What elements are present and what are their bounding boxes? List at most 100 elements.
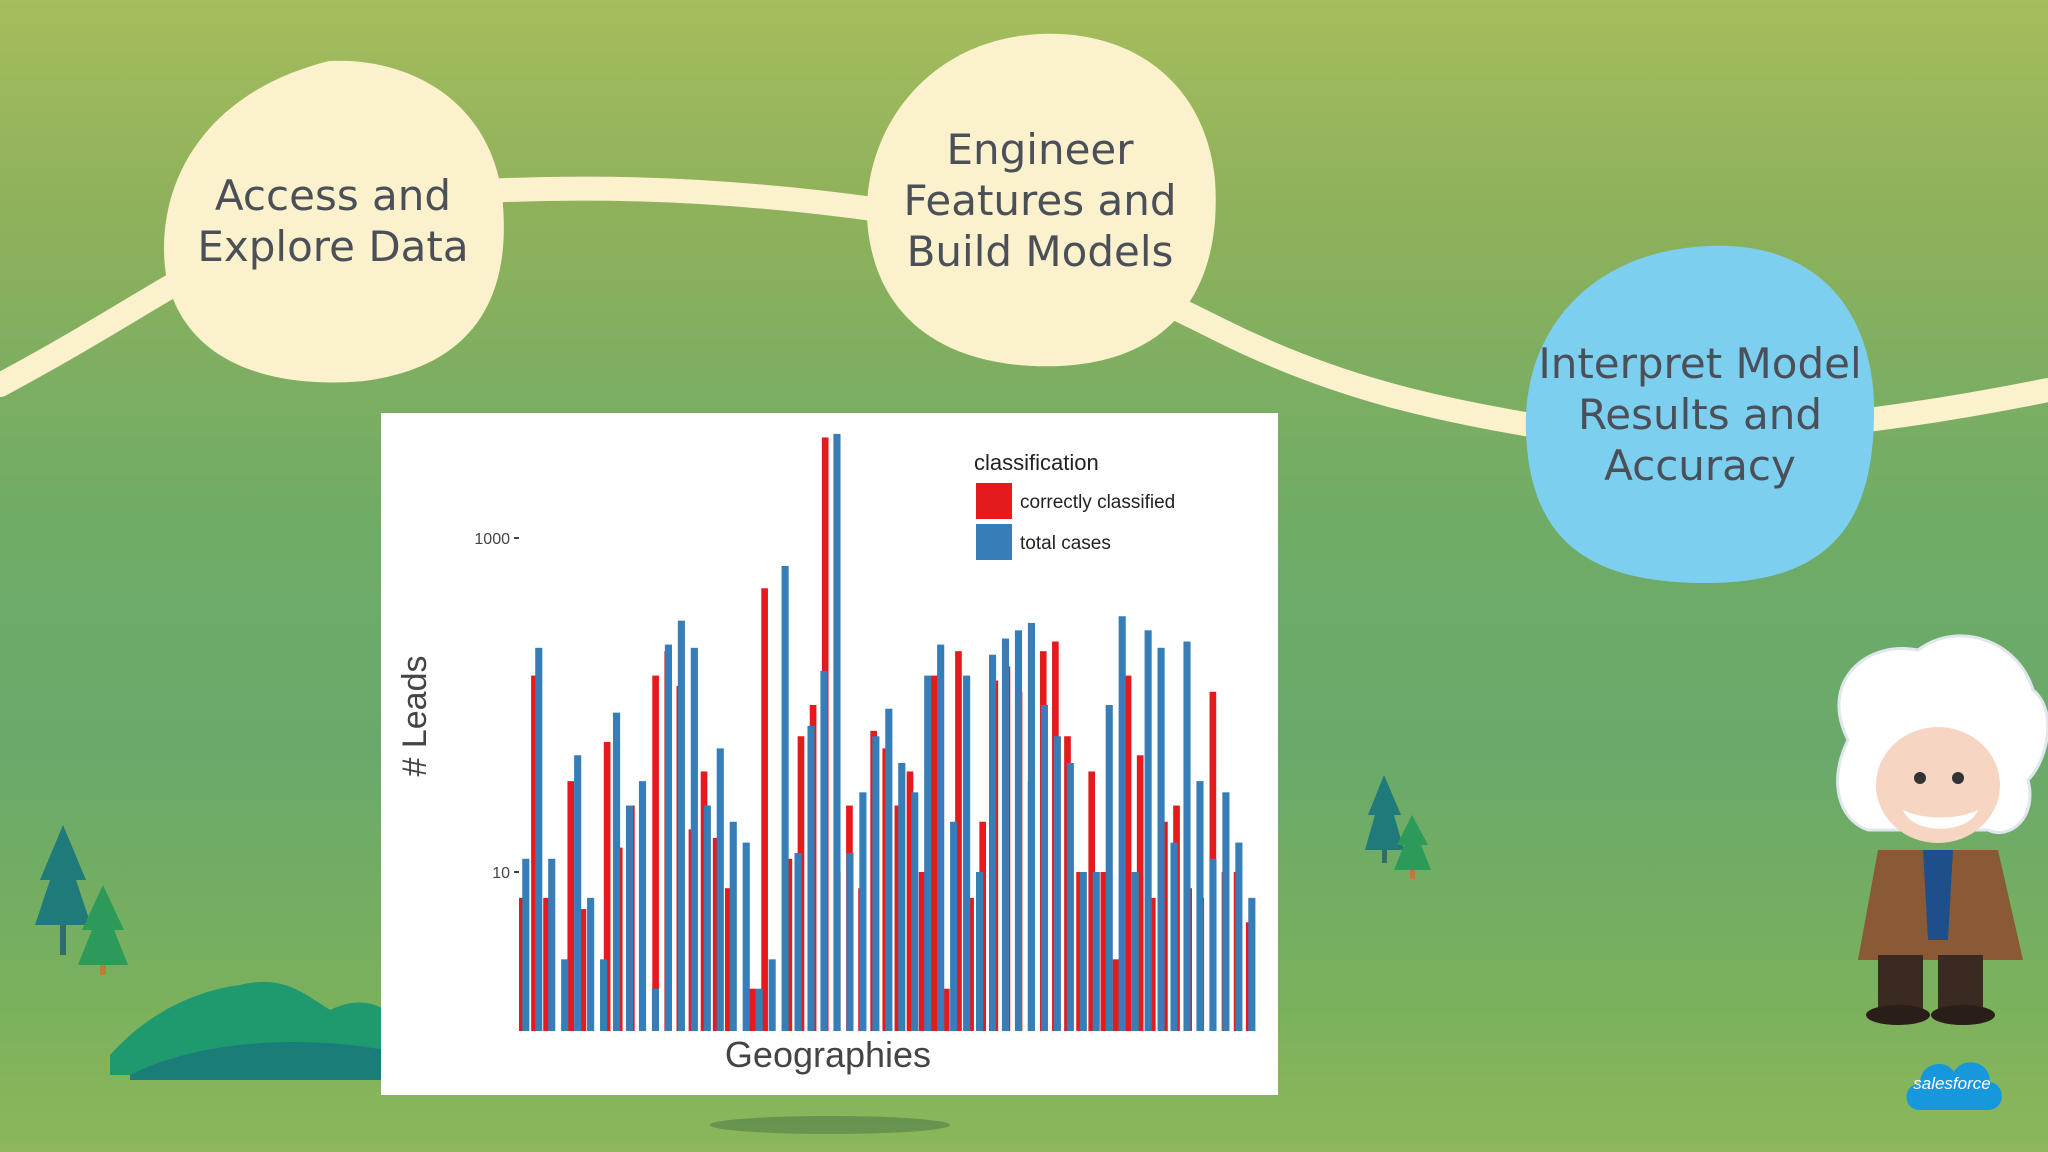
bar-correctly-classified bbox=[943, 988, 950, 1031]
bar-total-cases bbox=[1183, 641, 1191, 1031]
bar-total-cases bbox=[937, 644, 945, 1031]
bar-total-cases bbox=[548, 858, 556, 1031]
bar-total-cases bbox=[963, 675, 971, 1031]
bar-correctly-classified bbox=[1100, 872, 1108, 1031]
bar-correctly-classified bbox=[579, 909, 587, 1031]
bar-total-cases bbox=[1105, 705, 1113, 1031]
bar-correctly-classified bbox=[724, 888, 732, 1031]
bar-total-cases bbox=[820, 670, 828, 1031]
bar-total-cases bbox=[729, 821, 737, 1031]
step-label: Interpret Model Results and Accuracy bbox=[1538, 339, 1862, 490]
bar-total-cases bbox=[1053, 736, 1061, 1031]
bar-total-cases bbox=[872, 736, 880, 1031]
trees-left bbox=[35, 825, 128, 975]
bar-total-cases bbox=[1209, 858, 1217, 1031]
bar-total-cases bbox=[911, 792, 919, 1031]
legend-swatch-total bbox=[976, 524, 1012, 560]
bar-total-cases bbox=[1157, 647, 1165, 1031]
bar-correctly-classified bbox=[1148, 897, 1156, 1031]
bar-total-cases bbox=[794, 852, 802, 1031]
bar-total-cases bbox=[1014, 630, 1023, 1031]
bar-correctly-classified bbox=[906, 771, 914, 1031]
bar-total-cases bbox=[522, 858, 530, 1031]
leads-chart-card: 10 1000 # Leads Geographies classificatio… bbox=[381, 413, 1278, 1095]
bar-total-cases bbox=[703, 805, 711, 1031]
y-tick-label: 10 bbox=[492, 865, 510, 882]
bar-total-cases bbox=[651, 988, 660, 1031]
bar-correctly-classified bbox=[1112, 959, 1120, 1031]
bar-total-cases bbox=[664, 644, 672, 1031]
bar-correctly-classified bbox=[761, 588, 768, 1031]
bar-total-cases bbox=[612, 712, 621, 1031]
bar-total-cases bbox=[859, 792, 867, 1031]
bar-correctly-classified bbox=[918, 872, 926, 1031]
bar-total-cases bbox=[625, 805, 634, 1031]
bar-correctly-classified bbox=[967, 897, 974, 1031]
step-label: Access and Explore Data bbox=[197, 171, 469, 271]
bar-total-cases bbox=[1092, 872, 1100, 1031]
salesforce-logo: salesforce bbox=[1900, 1050, 2004, 1122]
bar-total-cases bbox=[677, 620, 685, 1031]
bar-correctly-classified bbox=[955, 651, 962, 1031]
einstein-mascot-icon bbox=[1836, 634, 2048, 1025]
bar-total-cases bbox=[1079, 872, 1087, 1031]
chart-legend: classification correctly classified tota… bbox=[974, 450, 1175, 560]
bar-correctly-classified bbox=[785, 858, 793, 1031]
legend-entry-total: total cases bbox=[1020, 533, 1111, 554]
legend-title: classification bbox=[974, 450, 1099, 475]
bar-correctly-classified bbox=[652, 675, 659, 1031]
cloud-icon bbox=[1906, 1062, 2002, 1110]
step-blob-shape bbox=[866, 33, 1216, 367]
bar-correctly-classified bbox=[930, 675, 938, 1031]
bar-correctly-classified bbox=[712, 837, 720, 1031]
bar-total-cases bbox=[924, 675, 932, 1031]
bar-total-cases bbox=[535, 647, 543, 1031]
bar-total-cases bbox=[833, 433, 841, 1031]
bar-total-cases bbox=[1170, 842, 1178, 1031]
bar-total-cases bbox=[1248, 897, 1256, 1031]
step-blob-shape bbox=[163, 60, 504, 383]
bar-correctly-classified bbox=[749, 988, 756, 1031]
bar-total-cases bbox=[1118, 616, 1126, 1031]
bar-total-cases bbox=[885, 708, 893, 1031]
step-blob-shape bbox=[1525, 245, 1875, 584]
bar-total-cases bbox=[755, 988, 763, 1031]
bar-correctly-classified bbox=[567, 781, 575, 1031]
bar-total-cases bbox=[807, 725, 815, 1031]
bar-correctly-classified bbox=[543, 897, 550, 1031]
bar-correctly-classified bbox=[603, 742, 611, 1031]
bar-total-cases bbox=[690, 647, 698, 1031]
bar-total-cases bbox=[574, 755, 582, 1031]
step-label: Engineer Features and Build Models bbox=[903, 124, 1177, 276]
bar-total-cases bbox=[600, 959, 608, 1031]
bar-total-cases bbox=[898, 762, 906, 1031]
bar-total-cases bbox=[1066, 762, 1074, 1031]
hills-left bbox=[110, 981, 385, 1080]
bar-total-cases bbox=[1131, 872, 1139, 1031]
legend-entry-correct: correctly classified bbox=[1020, 492, 1175, 513]
bar-total-cases bbox=[716, 748, 724, 1031]
bar-total-cases bbox=[976, 872, 984, 1031]
bar-total-cases bbox=[742, 842, 750, 1031]
legend-swatch-correct bbox=[976, 483, 1012, 519]
bar-total-cases bbox=[587, 897, 595, 1031]
bar-total-cases bbox=[561, 959, 569, 1031]
bar-correctly-classified bbox=[1124, 675, 1132, 1031]
bar-correctly-classified bbox=[894, 805, 902, 1031]
bar-total-cases bbox=[768, 959, 776, 1031]
bar-total-cases bbox=[1001, 638, 1010, 1031]
bar-correctly-classified bbox=[1136, 755, 1144, 1031]
bar-total-cases bbox=[1235, 842, 1243, 1031]
bar-correctly-classified bbox=[1088, 771, 1096, 1031]
step-engineer-build: Engineer Features and Build Models bbox=[860, 30, 1220, 370]
y-axis-label: # Leads bbox=[396, 656, 434, 777]
x-axis-label: Geographies bbox=[725, 1034, 931, 1075]
bar-total-cases bbox=[1196, 781, 1204, 1031]
bar-total-cases bbox=[781, 565, 789, 1031]
step-interpret-results: Interpret Model Results and Accuracy bbox=[1520, 242, 1880, 587]
bar-total-cases bbox=[638, 781, 647, 1031]
y-tick-label: 1000 bbox=[474, 531, 510, 548]
bar-total-cases bbox=[846, 852, 854, 1031]
bar-total-cases bbox=[988, 654, 997, 1031]
bar-correctly-classified bbox=[531, 675, 538, 1031]
